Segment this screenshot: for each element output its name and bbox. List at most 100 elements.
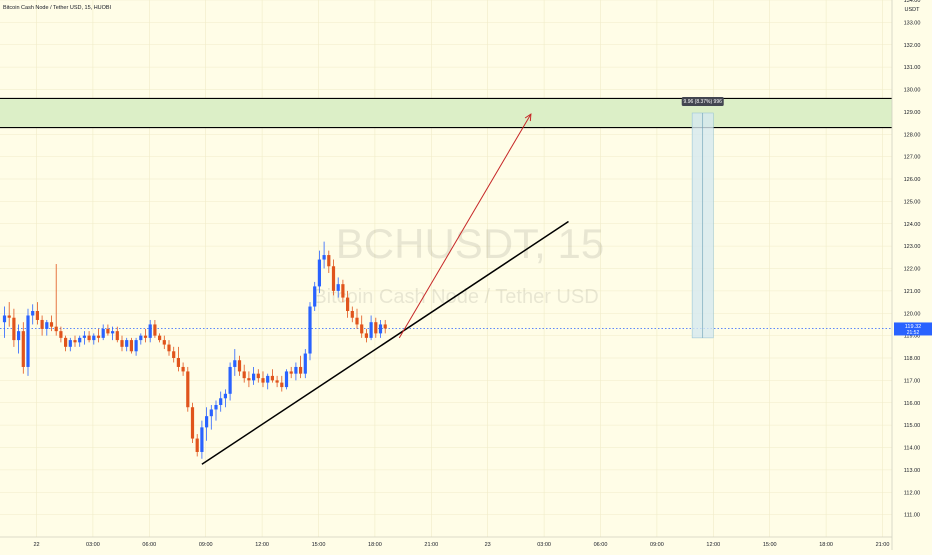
candle[interactable] <box>162 335 166 350</box>
candle[interactable] <box>275 375 279 388</box>
candle[interactable] <box>247 371 251 388</box>
candle[interactable] <box>195 434 199 457</box>
candle[interactable] <box>21 322 25 374</box>
candle[interactable] <box>167 340 171 356</box>
candle[interactable] <box>237 355 242 376</box>
candle[interactable] <box>106 324 110 336</box>
candle[interactable] <box>73 335 77 347</box>
candle[interactable] <box>96 328 101 343</box>
candle[interactable] <box>299 355 303 379</box>
time-axis[interactable]: 22 03:00 06:00 09:00 12:00 15:00 18:00 21:00 23 0… <box>33 542 889 548</box>
candle[interactable] <box>87 331 91 343</box>
candle[interactable] <box>120 335 124 352</box>
candle[interactable] <box>125 337 129 352</box>
candle[interactable] <box>313 281 317 312</box>
candle[interactable] <box>214 400 218 421</box>
candle[interactable] <box>205 407 209 441</box>
candle[interactable] <box>12 308 16 347</box>
candle[interactable] <box>242 364 246 383</box>
candle[interactable] <box>31 304 35 325</box>
candle[interactable] <box>17 324 21 354</box>
candle[interactable] <box>256 369 260 383</box>
trendline[interactable] <box>201 220 569 465</box>
candle[interactable] <box>158 333 162 343</box>
candle[interactable] <box>270 369 274 383</box>
candle[interactable] <box>350 306 354 323</box>
y-tick-label: 123.00 <box>904 244 921 250</box>
candle[interactable] <box>331 259 336 296</box>
candle[interactable] <box>341 279 345 303</box>
candle[interactable] <box>374 317 378 338</box>
candle[interactable] <box>78 335 82 347</box>
candle[interactable] <box>252 366 256 385</box>
price-axis[interactable]: 111.00 112.00 113.00 114.00 115.00 116.00 117.… <box>904 0 921 519</box>
candle[interactable] <box>233 349 237 376</box>
candle[interactable] <box>35 302 39 325</box>
candle[interactable] <box>153 319 157 338</box>
candle-body <box>2 315 7 323</box>
candle[interactable] <box>186 366 190 412</box>
candle[interactable] <box>261 371 265 388</box>
candles[interactable] <box>2 241 387 459</box>
candle[interactable] <box>209 404 213 430</box>
candle[interactable] <box>280 375 284 392</box>
candle[interactable] <box>219 391 223 412</box>
candle[interactable] <box>148 319 152 343</box>
candle[interactable] <box>134 337 138 356</box>
candle[interactable] <box>176 346 180 372</box>
x-tick-label: 23 <box>485 542 491 548</box>
candle[interactable] <box>360 315 364 338</box>
candle[interactable] <box>190 402 195 444</box>
target-zone[interactable] <box>0 98 892 128</box>
candle[interactable] <box>181 362 185 376</box>
candle[interactable] <box>45 319 49 336</box>
candle-body <box>12 317 16 341</box>
candle[interactable] <box>322 241 326 269</box>
candle[interactable] <box>139 333 143 345</box>
candle[interactable] <box>115 326 119 343</box>
candle[interactable] <box>308 302 312 361</box>
candle[interactable] <box>101 324 105 341</box>
candle[interactable] <box>2 306 7 338</box>
candle-body <box>96 335 101 338</box>
candle[interactable] <box>378 319 383 338</box>
candle[interactable] <box>82 331 86 345</box>
candle[interactable] <box>336 277 340 298</box>
candle[interactable] <box>223 389 227 408</box>
candle[interactable] <box>172 346 176 363</box>
price-range-measure[interactable]: 9.96 (8.37%) 996 <box>681 96 724 339</box>
candle[interactable] <box>7 302 11 327</box>
candle[interactable] <box>111 326 115 341</box>
candle[interactable] <box>200 420 204 459</box>
candle[interactable] <box>369 315 373 341</box>
candle[interactable] <box>26 308 30 376</box>
candle[interactable] <box>364 328 368 343</box>
candle[interactable] <box>355 308 359 329</box>
candle[interactable] <box>289 366 293 379</box>
arrow-shaft[interactable] <box>398 113 532 339</box>
candle[interactable] <box>64 335 68 352</box>
candle[interactable] <box>327 250 331 273</box>
candle[interactable] <box>383 319 387 334</box>
candle[interactable] <box>92 333 96 345</box>
candle[interactable] <box>317 250 321 294</box>
candle-body <box>327 255 331 267</box>
candle[interactable] <box>68 337 72 352</box>
candle[interactable] <box>294 362 298 381</box>
candle[interactable] <box>346 290 350 318</box>
candle[interactable] <box>40 315 44 336</box>
candle[interactable] <box>54 264 58 336</box>
candle[interactable] <box>49 315 54 332</box>
x-tick-label: 12:00 <box>706 542 720 548</box>
y-tick-label: 115.00 <box>904 423 920 429</box>
candle[interactable] <box>303 349 307 379</box>
candle[interactable] <box>59 326 63 343</box>
projection-arrow[interactable] <box>398 113 532 339</box>
candle[interactable] <box>228 362 232 401</box>
candle[interactable] <box>143 328 148 343</box>
countdown-value: 21:52 <box>907 330 920 336</box>
candle[interactable] <box>266 373 270 390</box>
candle[interactable] <box>129 337 133 354</box>
candle[interactable] <box>284 369 289 390</box>
